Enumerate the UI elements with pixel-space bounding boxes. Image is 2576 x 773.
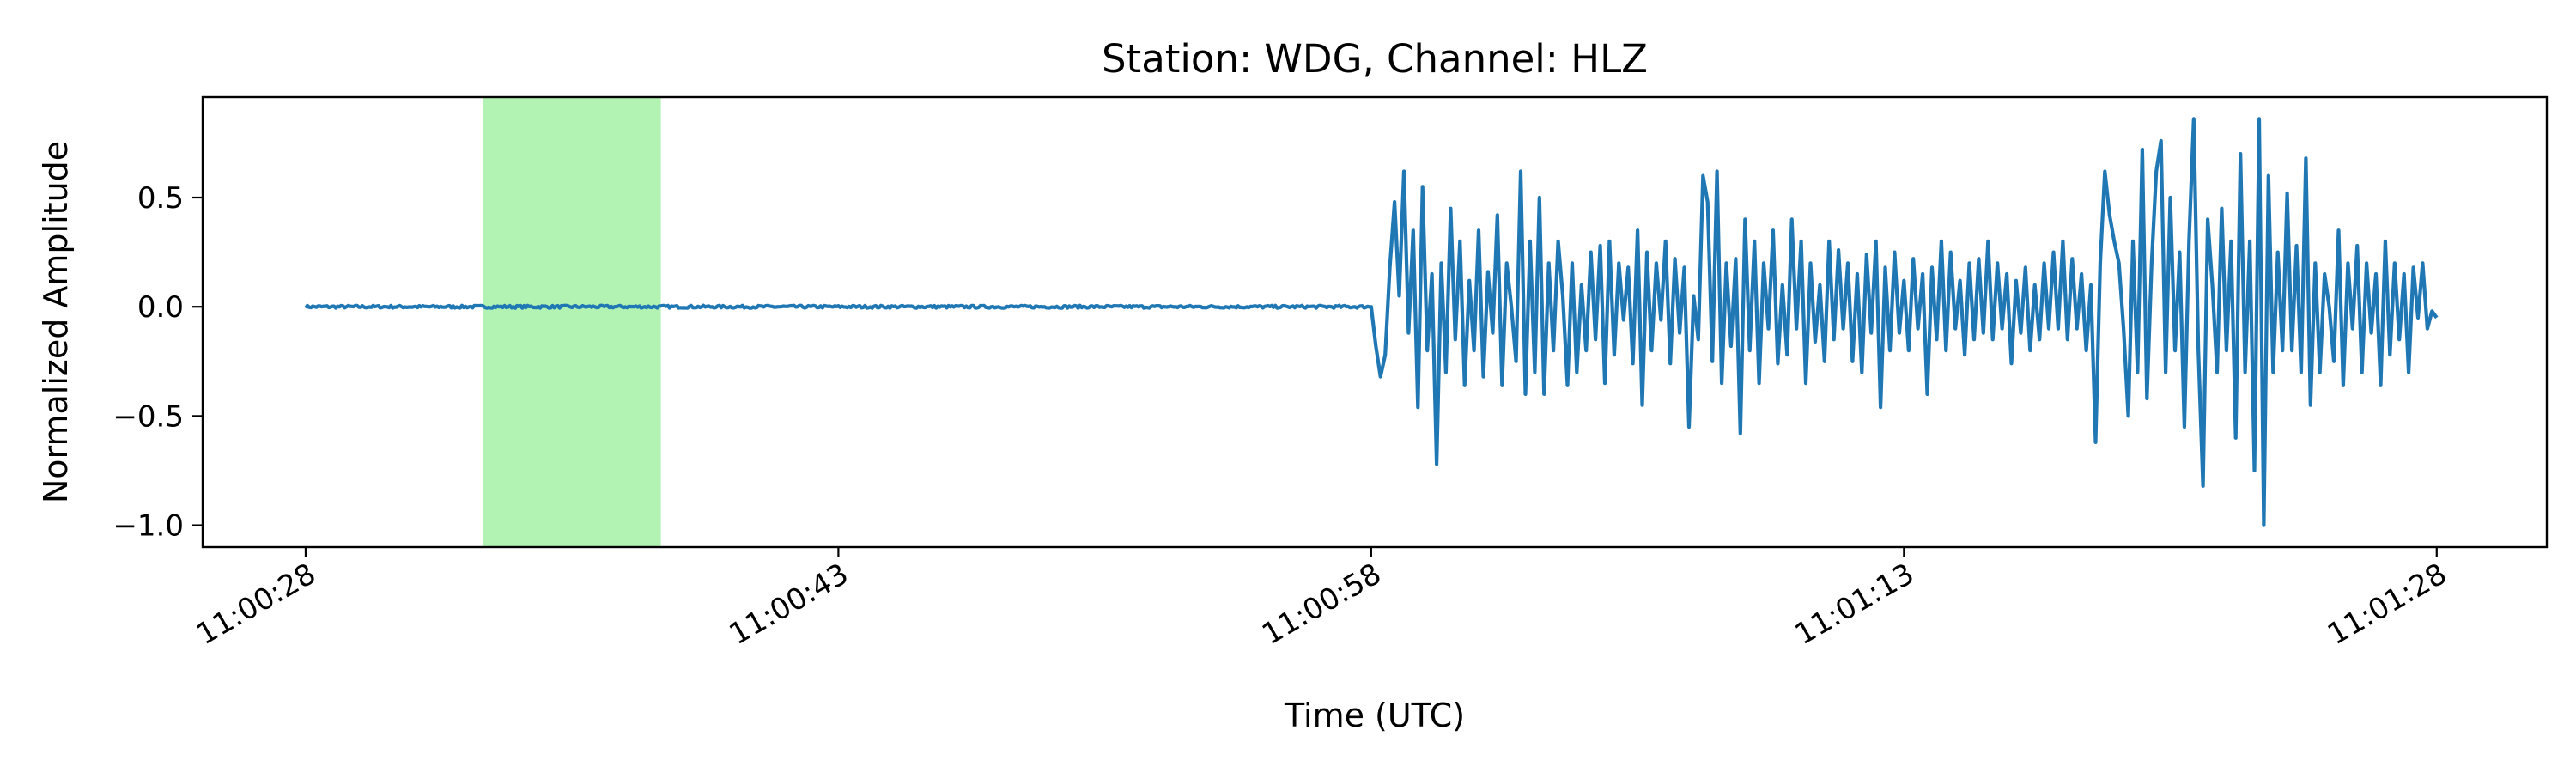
- y-tick-label: 0.0: [137, 290, 184, 325]
- y-tick-label: 0.5: [137, 181, 184, 216]
- x-tick-label: 11:00:28: [191, 557, 321, 652]
- x-axis-title: Time (UTC): [1284, 697, 1465, 734]
- x-tick-label: 11:01:13: [1789, 557, 1920, 652]
- plot-area: 0.5 0.0 −0.5 −1.011:00:28 11:00:43 11:00:58 11…: [112, 95, 2549, 652]
- plot-frame: [201, 95, 2549, 549]
- x-tick-label: 11:00:43: [724, 557, 854, 652]
- x-tick-label: 11:00:58: [1256, 557, 1387, 652]
- x-tick-label: 11:01:28: [2322, 557, 2452, 652]
- chart-title: Station: WDG, Channel: HLZ: [1102, 36, 1648, 82]
- waveform-line: [304, 117, 2439, 527]
- y-axis-title: Normalized Amplitude: [37, 141, 75, 503]
- highlight-window: [483, 97, 661, 547]
- y-tick-label: −1.0: [112, 509, 184, 544]
- y-tick-label: −0.5: [112, 399, 184, 434]
